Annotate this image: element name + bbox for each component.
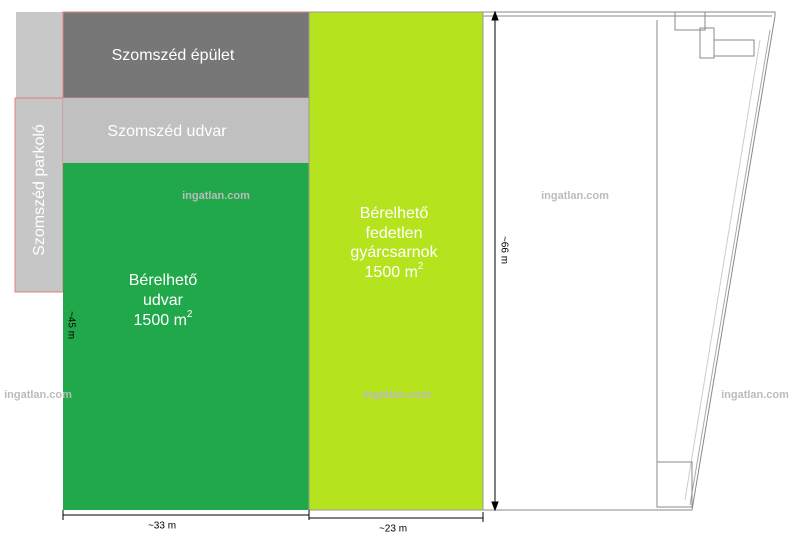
dimension-label: ~33 m: [148, 521, 176, 532]
dimension-label: ~66 m: [498, 236, 509, 264]
hall-area: 1500 m2: [365, 261, 424, 282]
dimension-label: ~45 m: [65, 311, 76, 339]
rentable-yard: [63, 163, 309, 510]
dimension-label: ~23 m: [379, 524, 407, 535]
neighbor-yard: [63, 98, 309, 163]
area-exponent: 2: [187, 309, 193, 320]
neighbor-yard-label: Szomszéd udvar: [107, 123, 227, 140]
area-exponent: 2: [418, 261, 424, 272]
watermark: ingatlan.com: [363, 389, 431, 401]
watermark: ingatlan.com: [4, 389, 72, 401]
yard-label-line: udvar: [143, 292, 184, 309]
rentable-hall: [308, 11, 484, 511]
neighbor-parking-label: Szomszéd parkoló: [31, 124, 48, 256]
dimension-lines: [62, 10, 499, 522]
neighbor-parking: [14, 97, 64, 293]
parking-upper: [16, 12, 63, 98]
watermark: ingatlan.com: [541, 190, 609, 202]
watermark: ingatlan.com: [182, 190, 250, 202]
watermark: ingatlan.com: [721, 389, 789, 401]
area: 1500 m: [134, 312, 187, 329]
neighbor-building-label: Szomszéd épület: [112, 47, 235, 64]
hall-label-line: fedetlen: [366, 225, 423, 242]
yard-label-line: Bérelhető: [129, 272, 198, 289]
hall-label-line: gyárcsarnok: [350, 244, 438, 261]
hall-label-line: Bérelhető: [360, 205, 429, 222]
area: 1500 m: [365, 264, 418, 281]
yard-area: 1500 m2: [134, 309, 193, 330]
